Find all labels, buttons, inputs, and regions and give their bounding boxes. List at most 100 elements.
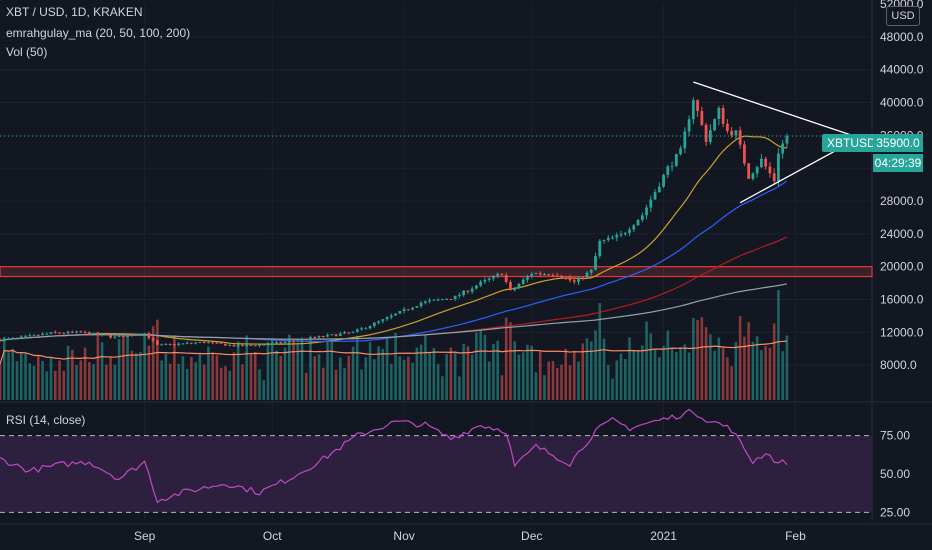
volume-bar (134, 353, 138, 400)
candle-body (194, 342, 198, 344)
volume-bar (568, 365, 572, 400)
volume-bar (202, 364, 206, 400)
ma-legend[interactable]: emrahgulay_ma (20, 50, 100, 200) (6, 26, 191, 40)
volume-bar (632, 351, 636, 400)
candle-body (360, 328, 363, 330)
candle-body (92, 332, 95, 335)
volume-bar (207, 346, 210, 400)
volume-bar (713, 350, 716, 400)
volume-bar (105, 364, 108, 400)
volume-bar (79, 360, 83, 400)
volume-bar (743, 336, 746, 400)
volume-legend[interactable]: Vol (50) (6, 45, 48, 59)
candle-body (228, 345, 232, 347)
volume-bar (641, 345, 644, 400)
candle-body (547, 274, 551, 276)
candle-body (11, 337, 15, 339)
candle-body (32, 334, 36, 336)
candle-body (249, 345, 253, 347)
candle-body (304, 338, 308, 340)
volume-bar (453, 352, 457, 400)
candle-body (224, 343, 227, 346)
price-tick-label: 52000.0 (880, 0, 924, 11)
grid (0, 0, 932, 525)
volume-bar (66, 345, 70, 400)
candle-body (696, 100, 699, 112)
candle-body (670, 165, 674, 167)
candle-body (521, 279, 525, 285)
candle-body (666, 166, 670, 175)
volume-bar (445, 354, 448, 400)
volume-bar (538, 350, 542, 400)
candle-body (440, 299, 444, 301)
candle-body (470, 288, 474, 292)
symbol-legend[interactable]: XBT / USD, 1D, KRAKEN (6, 5, 143, 19)
candle-body (351, 331, 355, 333)
volume-bar (377, 346, 380, 400)
volume-bar (143, 333, 146, 400)
volume-bar (58, 360, 61, 400)
volume-bar (594, 330, 597, 400)
candle-body (777, 153, 780, 182)
candle-body (147, 333, 151, 339)
candle-body (645, 207, 648, 216)
last-price-label: 35900.0 (873, 134, 923, 152)
volume-bar (466, 346, 470, 400)
volume-bar (24, 353, 27, 400)
volume-bar (283, 347, 287, 400)
candle-body (219, 342, 223, 344)
candle-body (606, 237, 610, 240)
rsi-tick-label: 50.00 (880, 467, 910, 481)
volume-bar (772, 323, 776, 400)
candle-body (79, 331, 83, 333)
ma-50-line (0, 180, 788, 343)
volume-bar (0, 364, 2, 400)
volume-bar (530, 345, 533, 400)
candle-body (283, 341, 287, 343)
volume-bar (241, 364, 244, 400)
candlesticks (0, 97, 789, 348)
price-tick-label: 16000.0 (880, 293, 924, 307)
candle-body (683, 131, 687, 149)
price-tick-label: 48000.0 (880, 30, 924, 44)
candle-body (377, 321, 380, 323)
candle-body (585, 272, 589, 279)
volume-bar (151, 326, 155, 400)
volume-bar (781, 351, 784, 400)
candle-body (534, 273, 538, 275)
volume-bar (126, 333, 129, 400)
candle-body (743, 144, 746, 164)
rsi-legend[interactable]: RSI (14, close) (6, 413, 86, 427)
candle-body (475, 285, 478, 289)
candle-body (266, 344, 270, 346)
bar-countdown-label: 04:29:39 (873, 154, 923, 172)
volume-bar (619, 353, 623, 400)
volume-bar (658, 357, 661, 400)
candle-body (198, 341, 202, 343)
candle-body (364, 328, 368, 330)
candle-body (49, 332, 53, 334)
currency-badge[interactable]: USD (886, 6, 920, 26)
volume-bar (28, 363, 32, 400)
volume-bar (428, 352, 431, 400)
volume-bar (266, 341, 270, 400)
candle-body (75, 331, 78, 333)
volume-bar (322, 367, 325, 400)
candle-body (734, 130, 738, 136)
volume-bar (645, 321, 648, 400)
candle-body (458, 295, 461, 297)
price-tick-label: 28000.0 (880, 194, 924, 208)
price-tick-label: 24000.0 (880, 227, 924, 241)
volume-bar (475, 332, 478, 400)
volume-bar (330, 340, 334, 400)
volume-bar (424, 335, 427, 400)
volume-bar (54, 370, 57, 400)
candle-body (649, 199, 653, 208)
candle-body (62, 333, 66, 335)
candle-body (513, 287, 517, 291)
volume-bar (219, 367, 223, 400)
candle-body (530, 273, 534, 277)
candle-body (87, 332, 91, 335)
volume-bar (624, 359, 627, 400)
